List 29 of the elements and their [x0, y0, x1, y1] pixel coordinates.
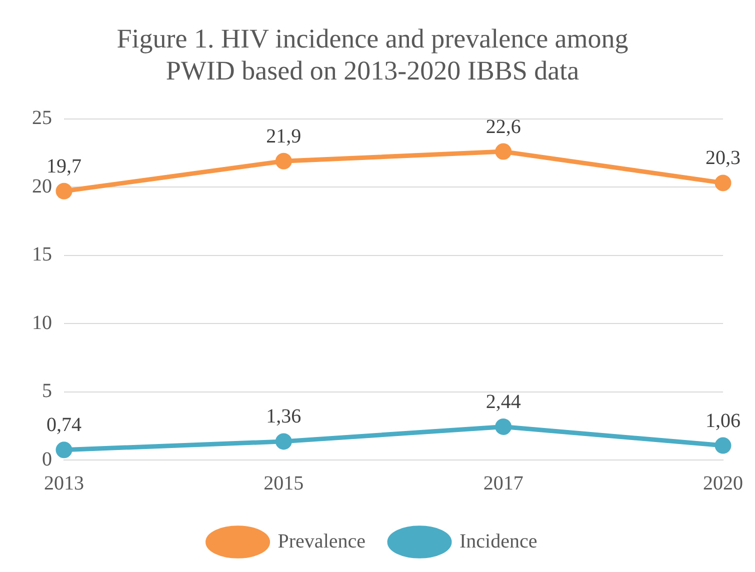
- data-label: 1,06: [706, 410, 740, 432]
- point: [495, 418, 512, 435]
- legend-label: Prevalence: [278, 530, 366, 552]
- x-tick-label: 2017: [483, 472, 524, 494]
- y-tick-label: 15: [32, 244, 52, 266]
- point: [275, 433, 292, 450]
- data-label: 2,44: [486, 390, 521, 413]
- data-label: 1,36: [266, 406, 302, 428]
- data-label: 0,74: [46, 414, 82, 436]
- point: [714, 174, 732, 192]
- x-tick-label: 2013: [44, 472, 84, 494]
- point: [275, 152, 292, 170]
- point: [714, 437, 732, 454]
- y-tick-label: 10: [32, 312, 52, 334]
- data-label: 22,6: [486, 116, 521, 138]
- point: [56, 442, 72, 458]
- data-label: 21,9: [266, 125, 302, 148]
- y-tick-label: 5: [42, 380, 52, 402]
- y-tick-label: 25: [32, 107, 52, 130]
- x-tick-label: 2020: [703, 472, 743, 494]
- data-label: 20,3: [706, 147, 740, 170]
- y-tick-label: 0: [42, 448, 52, 470]
- data-label: 19,7: [46, 155, 82, 178]
- legend-label: Incidence: [460, 530, 538, 552]
- chart-title: Figure 1. HIV incidence and prevalence among PWID based on 2013-2020 IBBS data: [116, 23, 628, 86]
- x-tick-label: 2015: [264, 472, 304, 494]
- point: [56, 182, 72, 200]
- y-tick-label: 20: [32, 175, 52, 198]
- point: [495, 143, 512, 160]
